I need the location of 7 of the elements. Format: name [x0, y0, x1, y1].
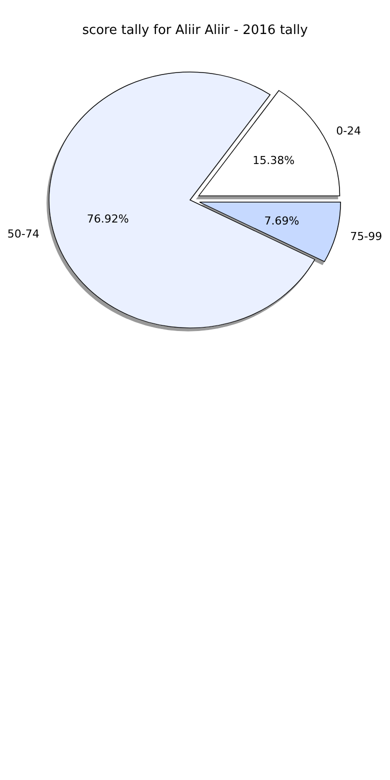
data-label: 15.38%: [252, 154, 295, 168]
chart-title: score tally for Aliir Aliir - 2016 tally: [82, 23, 308, 38]
data-label: 7.69%: [264, 214, 300, 228]
data-label: 76.92%: [86, 212, 129, 226]
slice-label: 75-99: [350, 230, 382, 243]
slice-label: 50-74: [7, 228, 40, 241]
slice-label: 0-24: [336, 124, 362, 138]
